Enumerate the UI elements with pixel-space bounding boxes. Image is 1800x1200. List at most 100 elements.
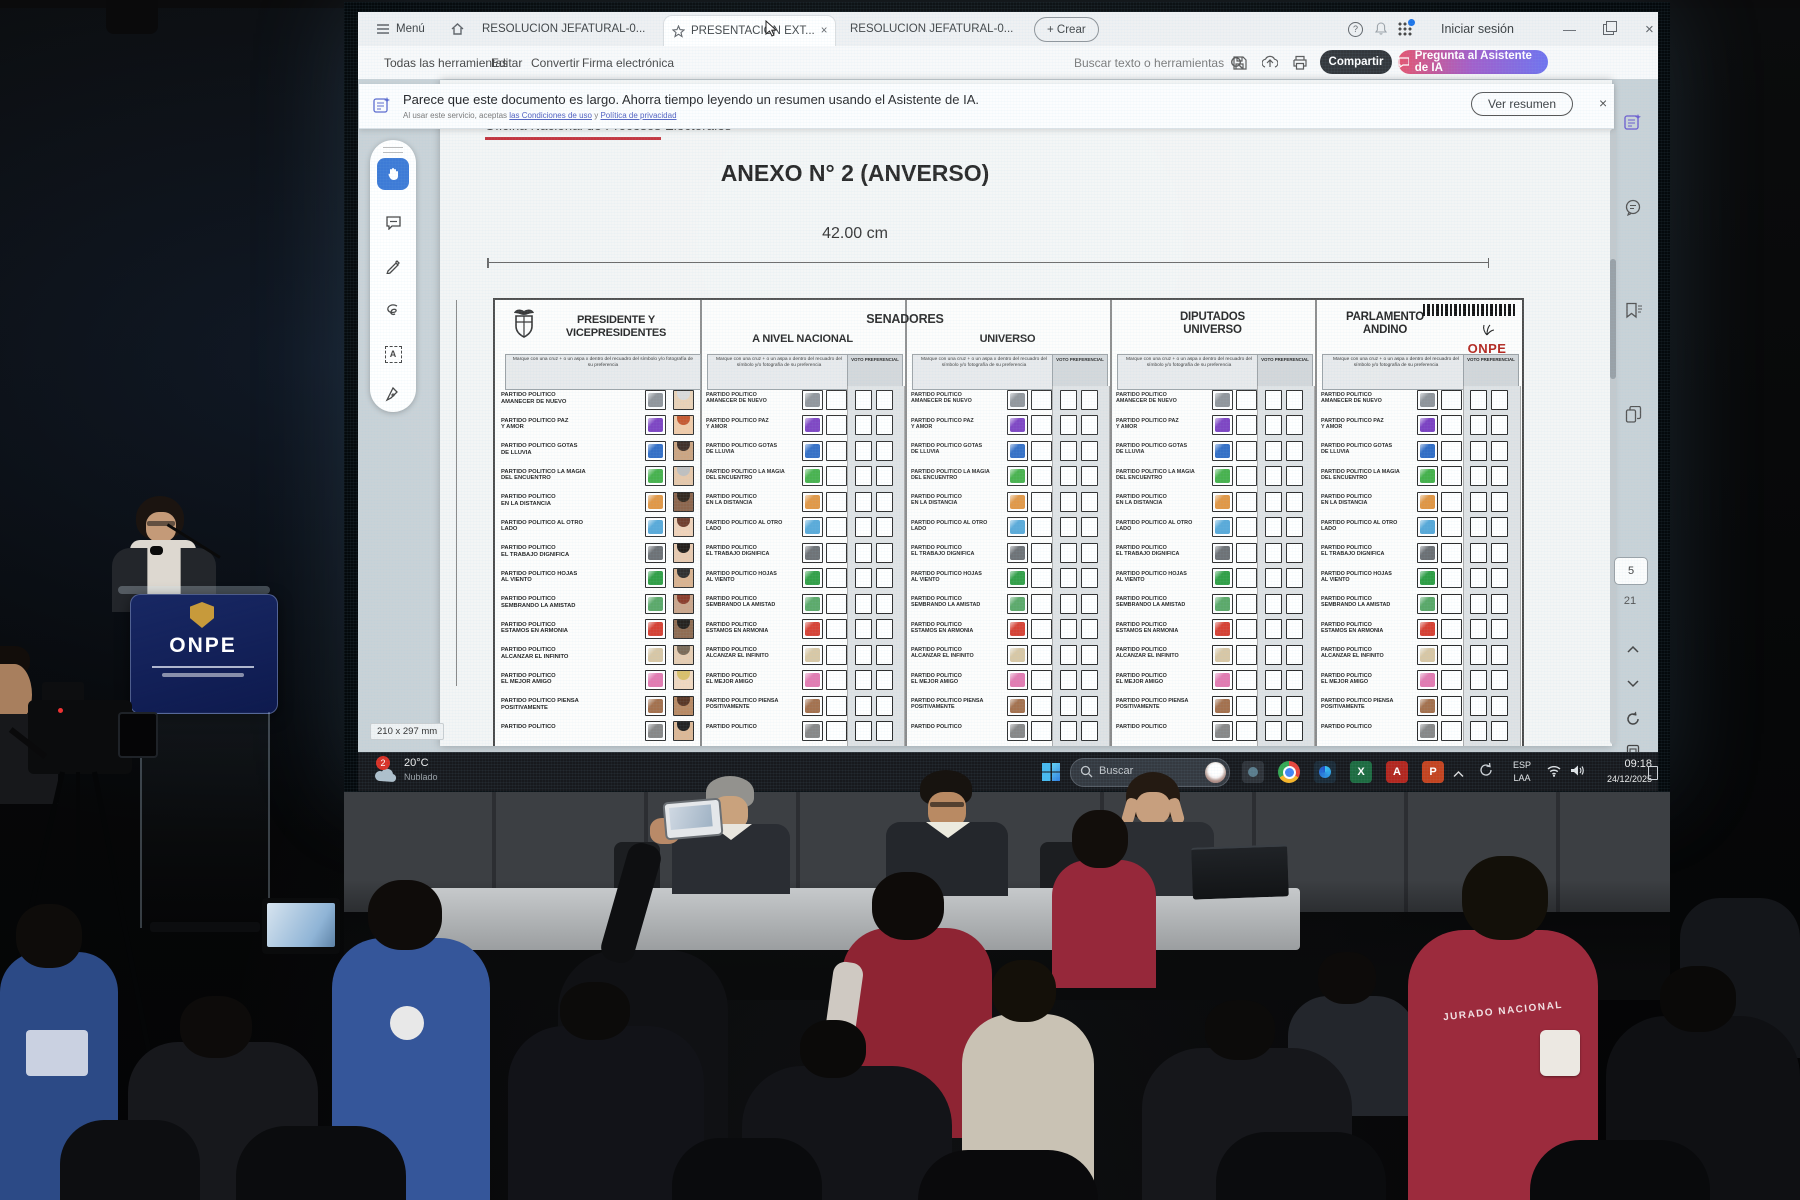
audience-head-row <box>1216 1132 1386 1200</box>
menu-button[interactable]: Menú <box>376 12 425 46</box>
tab-document-2-active[interactable]: PRESENTACIÓN EXT... × <box>664 16 836 46</box>
toolbar-esign[interactable]: Firma electrónica <box>582 46 674 79</box>
taskbar-temperature[interactable]: 20°C <box>404 757 429 769</box>
page-size-indicator: 210 x 297 mm <box>370 723 445 740</box>
draw-tool-button[interactable] <box>377 294 409 326</box>
fit-page-button[interactable] <box>1616 737 1650 752</box>
toolbar-convert[interactable]: Convertir <box>531 46 580 79</box>
signin-button[interactable]: Iniciar sesión <box>1441 12 1514 46</box>
ballot-party-row: PARTIDO POLITICO ALCANZAR EL INFINITO <box>495 643 700 669</box>
terms-link[interactable]: las Condiciones de uso <box>509 111 592 120</box>
tray-sync-icon[interactable] <box>1478 762 1494 783</box>
ballot-party-row: PARTIDO POLITICO <box>700 720 905 746</box>
banner-legal: Al usar este servicio, aceptas las Condi… <box>403 111 677 120</box>
rotate-page-button[interactable] <box>1616 704 1650 734</box>
hand-tool-button[interactable] <box>377 158 409 190</box>
scrollbar-thumb[interactable] <box>1610 259 1616 379</box>
language-indicator[interactable]: ESP LAA <box>1513 759 1531 784</box>
party-symbol-box-mitten <box>645 670 666 690</box>
tray-chevron[interactable] <box>1453 765 1464 783</box>
ballot-party-row: PARTIDO POLITICO ESTAMOS EN ARMONIA <box>700 618 905 644</box>
home-button[interactable] <box>450 12 465 46</box>
preferential-box <box>1491 593 1508 614</box>
preferential-box <box>855 670 872 690</box>
vote-mark-box <box>1441 440 1462 461</box>
preferential-box <box>1286 491 1303 512</box>
ballot-party-row: PARTIDO POLITICO GOTAS DE LLUVIA <box>1110 439 1315 465</box>
audience-head <box>872 872 944 940</box>
privacy-link[interactable]: Política de privacidad <box>600 111 677 120</box>
preferential-box <box>1081 593 1098 614</box>
clock[interactable]: 09:18 24/12/2025 <box>1596 757 1652 786</box>
party-symbol-box-boot <box>1007 440 1028 461</box>
window-minimize-button[interactable]: — <box>1563 21 1576 37</box>
window-restore-button[interactable] <box>1603 12 1617 46</box>
search-field[interactable]: Buscar texto o herramientas <box>1074 46 1244 79</box>
ballot-party-row: PARTIDO POLITICO PAZ Y AMOR <box>700 414 905 440</box>
comments-panel-button[interactable] <box>1616 192 1650 222</box>
notification-center-icon[interactable] <box>1648 766 1658 780</box>
help-button[interactable]: ? <box>1348 12 1363 46</box>
party-symbol-box-saw <box>1417 389 1438 410</box>
previous-page-button[interactable] <box>1616 634 1650 664</box>
upload-button[interactable] <box>1262 46 1278 79</box>
create-button[interactable]: + Crear <box>1034 17 1099 42</box>
group-separator <box>1110 300 1112 746</box>
preferential-box <box>1081 568 1098 588</box>
bookmarks-panel-button[interactable] <box>1616 295 1650 325</box>
view-summary-button[interactable]: Ver resumen <box>1471 92 1574 116</box>
app-powerpoint[interactable]: P <box>1422 761 1444 783</box>
print-button[interactable] <box>1292 46 1308 79</box>
preferential-box <box>1081 491 1098 512</box>
tab-close-icon[interactable]: × <box>820 25 828 37</box>
app-edge[interactable] <box>1314 761 1336 783</box>
next-page-button[interactable] <box>1616 669 1650 699</box>
preferential-box <box>1286 389 1303 410</box>
rail-drag-handle[interactable] <box>383 147 403 153</box>
ai-assistant-panel-button[interactable] <box>1616 107 1650 137</box>
vote-mark-box <box>826 721 847 741</box>
preferential-box <box>1060 619 1077 639</box>
comment-tool-button[interactable] <box>377 206 409 238</box>
edge-swirl <box>1319 766 1331 778</box>
toolbar-all-tools[interactable]: Todas las herramientas <box>384 46 508 79</box>
group-separator <box>1315 300 1317 746</box>
preferential-box <box>1470 415 1487 435</box>
party-symbol-box-socks <box>645 593 666 614</box>
vote-mark-box <box>1236 415 1257 435</box>
app-camera[interactable] <box>1242 761 1264 783</box>
ballot-party-row: PARTIDO POLITICO HOJAS AL VIENTO <box>905 567 1110 593</box>
highlight-tool-button[interactable] <box>377 250 409 282</box>
page-number-input[interactable]: 5 <box>1614 557 1648 585</box>
tab-document-1[interactable]: RESOLUCION JEFATURAL-0... <box>482 12 645 46</box>
notifications-button[interactable] <box>1374 12 1388 46</box>
toolbar-edit[interactable]: Editar <box>491 46 522 79</box>
text-select-tool-button[interactable]: A <box>377 338 409 370</box>
fill-sign-tool-button[interactable] <box>377 378 409 410</box>
ai-doc-icon <box>1624 114 1641 130</box>
ballot-party-row: PARTIDO POLITICO ALCANZAR EL INFINITO <box>1110 643 1315 669</box>
candidate-photo-box <box>673 542 694 563</box>
app-acrobat[interactable]: A <box>1386 761 1408 783</box>
wifi-icon[interactable] <box>1546 764 1562 782</box>
party-symbol-box-socks <box>1007 593 1028 614</box>
save-button[interactable] <box>1232 46 1247 79</box>
app-chrome[interactable] <box>1278 761 1300 783</box>
vote-mark-box <box>1031 466 1052 486</box>
vote-mark-box <box>1236 695 1257 716</box>
ballot-party-row: PARTIDO POLITICO SEMBRANDO LA AMISTAD <box>905 592 1110 618</box>
tab-document-3[interactable]: RESOLUCION JEFATURAL-0... <box>850 12 1013 46</box>
apps-grid-button[interactable] <box>1398 12 1415 46</box>
vertical-scrollbar[interactable] <box>1610 129 1616 744</box>
window-close-button[interactable]: × <box>1645 20 1654 38</box>
banner-close-icon[interactable]: × <box>1599 95 1608 111</box>
app-excel[interactable]: X <box>1350 761 1372 783</box>
candidate-photo-box <box>673 415 694 435</box>
ai-assistant-button[interactable]: Pregunta al Asistente de IA <box>1398 50 1548 74</box>
share-button[interactable]: Compartir <box>1320 50 1392 74</box>
search-label: Buscar <box>1099 765 1134 777</box>
volume-icon[interactable] <box>1570 764 1585 782</box>
ballot-party-row: PARTIDO POLITICO AMANECER DE NUEVO <box>1110 388 1315 414</box>
vote-mark-box <box>826 491 847 512</box>
pages-panel-button[interactable] <box>1616 399 1650 429</box>
